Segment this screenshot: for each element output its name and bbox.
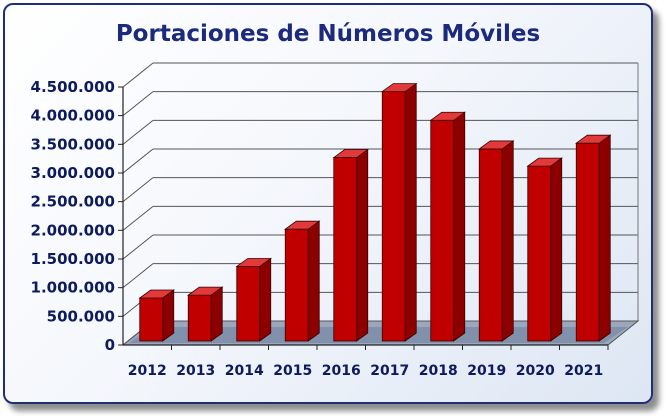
bars bbox=[138, 82, 612, 342]
bar-front bbox=[139, 297, 164, 342]
gridline-diagonal bbox=[122, 119, 154, 145]
bar-side bbox=[501, 140, 514, 342]
x-tick-label: 2018 bbox=[419, 363, 458, 379]
x-tick-label: 2019 bbox=[467, 363, 506, 379]
gridline-diagonal bbox=[122, 177, 154, 203]
y-tick-label: 2.000.000 bbox=[31, 221, 115, 239]
bar-front bbox=[333, 157, 358, 342]
y-tick-label: 4.500.000 bbox=[31, 78, 115, 96]
y-tick-label: 1.500.000 bbox=[31, 250, 115, 268]
bar bbox=[138, 289, 175, 342]
gridline-diagonal bbox=[122, 263, 154, 289]
bar-top bbox=[187, 286, 224, 296]
gridline-diagonal bbox=[122, 148, 154, 174]
bar-top bbox=[575, 134, 612, 144]
bar-chart: Portaciones de Números Móviles 0 500.000 1… bbox=[31, 21, 640, 379]
x-tick-label: 2015 bbox=[273, 363, 312, 379]
bar-front bbox=[187, 294, 212, 342]
y-tick-label: 500.000 bbox=[47, 307, 115, 325]
y-tick-label: 2.500.000 bbox=[31, 193, 115, 211]
y-tick-label: 3.000.000 bbox=[31, 164, 115, 182]
x-tick-label: 2013 bbox=[176, 363, 215, 379]
axes bbox=[118, 86, 609, 350]
gridline-diagonal bbox=[122, 91, 154, 117]
bar-front bbox=[478, 148, 503, 342]
bar bbox=[478, 140, 515, 342]
x-tick-label: 2021 bbox=[564, 363, 603, 379]
bar-side bbox=[356, 148, 369, 342]
chart-title: Portaciones de Números Móviles bbox=[116, 21, 540, 47]
x-tick-label: 2020 bbox=[516, 363, 555, 379]
x-tick-label: 2016 bbox=[322, 363, 361, 379]
bar-top bbox=[478, 140, 515, 150]
y-tick-label: 4.000.000 bbox=[31, 107, 115, 125]
x-tick-label: 2017 bbox=[370, 363, 409, 379]
y-tick-label: 0 bbox=[105, 336, 115, 354]
bar-front bbox=[284, 228, 309, 342]
bar-front bbox=[527, 165, 552, 342]
bar bbox=[284, 220, 321, 342]
bar-front bbox=[236, 266, 261, 342]
bar-side bbox=[598, 134, 611, 342]
y-tick-label: 3.500.000 bbox=[31, 135, 115, 153]
bar-side bbox=[404, 82, 417, 342]
bar-top bbox=[332, 149, 369, 158]
bar bbox=[575, 134, 612, 342]
gridline-diagonal bbox=[122, 234, 154, 260]
bar-top bbox=[138, 289, 175, 299]
bar-side bbox=[210, 286, 223, 342]
bar-side bbox=[162, 289, 175, 342]
bar-top bbox=[235, 258, 272, 267]
gridline-diagonal bbox=[122, 205, 154, 231]
bar-side bbox=[307, 220, 320, 342]
y-tick-label: 1.000.000 bbox=[31, 279, 115, 297]
bar bbox=[381, 82, 418, 342]
bar bbox=[332, 148, 369, 342]
bar-top bbox=[526, 157, 563, 167]
bar bbox=[526, 157, 563, 342]
bar bbox=[235, 257, 272, 342]
bar-top bbox=[284, 220, 321, 230]
bar bbox=[429, 111, 466, 342]
bar bbox=[187, 286, 224, 342]
bar-side bbox=[550, 157, 563, 342]
bar-side bbox=[453, 111, 466, 342]
bar-front bbox=[575, 142, 600, 342]
gridline-diagonal bbox=[122, 62, 154, 88]
bar-top bbox=[429, 111, 466, 121]
x-tick-label: 2014 bbox=[225, 363, 264, 379]
bar-front bbox=[430, 119, 455, 342]
chart-frame: Portaciones de Números Móviles 0 500.000 1… bbox=[3, 3, 653, 404]
bar-top bbox=[381, 83, 418, 92]
bar-side bbox=[259, 257, 272, 342]
axis-labels: 0 500.000 1.000.000 1.500.000 2.000.000 2.500… bbox=[31, 78, 604, 379]
x-tick-label: 2012 bbox=[128, 363, 167, 379]
bar-front bbox=[381, 91, 406, 342]
